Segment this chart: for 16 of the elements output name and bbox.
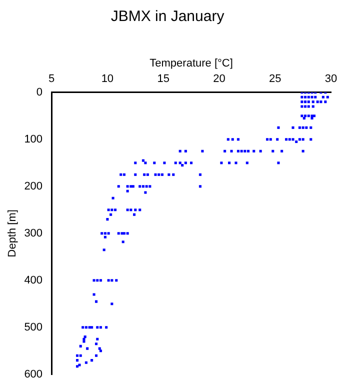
chart-title: JBMX in January (110, 8, 225, 26)
y-tick-label: 0 (36, 86, 43, 98)
y-axis-title: Depth [m] (6, 210, 19, 258)
x-axis-title: Temperature [°C] (150, 58, 233, 70)
y-tick-label: 400 (24, 274, 43, 286)
x-tick-label: 10 (101, 72, 114, 85)
x-tick-label: 5 (48, 72, 55, 85)
y-tick-label: 600 (24, 368, 43, 380)
x-tick-label: 25 (268, 72, 282, 85)
x-tick-label: 15 (157, 72, 170, 85)
y-tick-label: 100 (24, 133, 43, 146)
x-tick-label: 30 (324, 72, 338, 85)
y-tick-label: 300 (24, 227, 43, 240)
y-tick-label: 500 (24, 321, 43, 334)
x-tick-label: 20 (213, 72, 226, 85)
y-tick-label: 200 (24, 180, 43, 192)
